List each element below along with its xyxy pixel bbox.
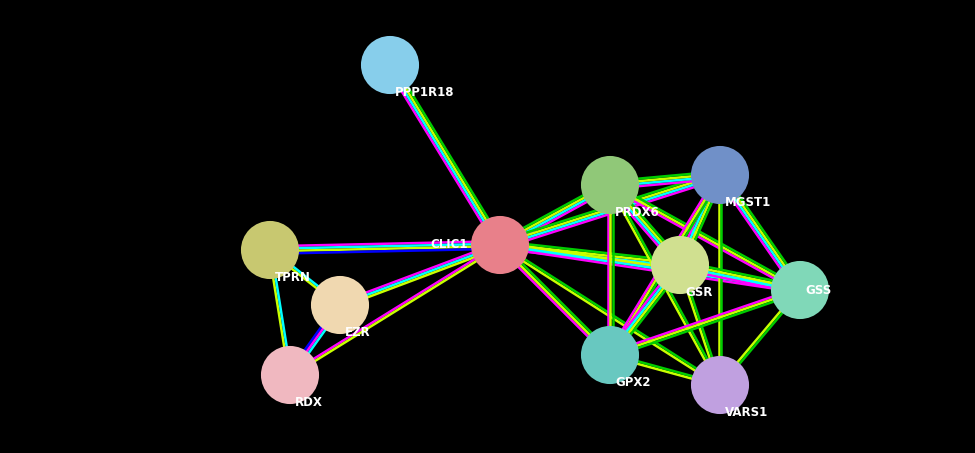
Text: GSS: GSS <box>805 284 832 297</box>
Circle shape <box>312 277 368 333</box>
Text: EZR: EZR <box>345 326 370 339</box>
Circle shape <box>772 262 828 318</box>
Circle shape <box>692 147 748 203</box>
Text: MGST1: MGST1 <box>725 196 771 209</box>
Circle shape <box>692 357 748 413</box>
Text: TPRN: TPRN <box>275 271 311 284</box>
Circle shape <box>582 327 638 383</box>
Circle shape <box>242 222 298 278</box>
Circle shape <box>472 217 528 273</box>
Text: PRDX6: PRDX6 <box>615 206 660 219</box>
Text: GPX2: GPX2 <box>615 376 650 389</box>
Text: CLIC1: CLIC1 <box>431 238 468 251</box>
Text: VARS1: VARS1 <box>725 406 768 419</box>
Circle shape <box>652 237 708 293</box>
Circle shape <box>262 347 318 403</box>
Text: RDX: RDX <box>295 396 323 409</box>
Text: PPP1R18: PPP1R18 <box>395 86 454 99</box>
Circle shape <box>362 37 418 93</box>
Circle shape <box>582 157 638 213</box>
Text: GSR: GSR <box>685 286 713 299</box>
